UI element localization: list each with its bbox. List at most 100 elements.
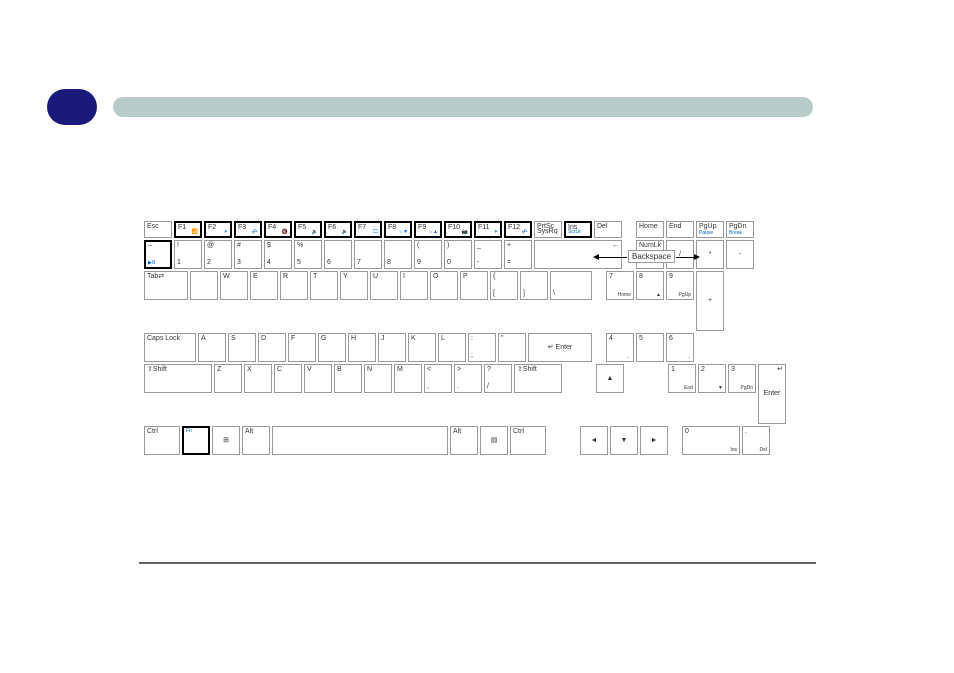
key: ⊞ bbox=[212, 426, 240, 455]
key: F4🔇 bbox=[264, 221, 292, 238]
key: %5 bbox=[294, 240, 322, 269]
key: !1 bbox=[174, 240, 202, 269]
key: InsScrLk bbox=[564, 221, 592, 238]
key: ⇧Shift bbox=[514, 364, 562, 393]
key: N bbox=[364, 364, 392, 393]
key: A bbox=[198, 333, 226, 362]
key: :; bbox=[468, 333, 496, 362]
key: O bbox=[430, 271, 458, 300]
key: ← bbox=[534, 240, 622, 269]
key: ↵Enter bbox=[758, 364, 786, 424]
key: ► bbox=[640, 426, 668, 455]
key: Ctrl bbox=[510, 426, 546, 455]
key: F10📷 bbox=[444, 221, 472, 238]
key: += bbox=[504, 240, 532, 269]
key: K bbox=[408, 333, 436, 362]
key: H bbox=[348, 333, 376, 362]
key: F8☼▼ bbox=[384, 221, 412, 238]
key: " bbox=[498, 333, 526, 362]
key bbox=[190, 271, 218, 300]
key: F1📶 bbox=[174, 221, 202, 238]
key: Del bbox=[594, 221, 622, 238]
key: X bbox=[244, 364, 272, 393]
key: Esc bbox=[144, 221, 172, 238]
header-pill bbox=[47, 89, 97, 125]
key: W bbox=[220, 271, 248, 300]
key: )0 bbox=[444, 240, 472, 269]
key: F5🔉 bbox=[294, 221, 322, 238]
key: Alt bbox=[242, 426, 270, 455]
key: Fn bbox=[182, 426, 210, 455]
key: Alt bbox=[450, 426, 478, 455]
key: F7🖵 bbox=[354, 221, 382, 238]
key: 3PgDn bbox=[728, 364, 756, 393]
key: #3 bbox=[234, 240, 262, 269]
key: Caps Lock bbox=[144, 333, 196, 362]
key: 8▲ bbox=[636, 271, 664, 300]
key: 6→ bbox=[666, 333, 694, 362]
key: ↵ Enter bbox=[528, 333, 592, 362]
key: 7 bbox=[354, 240, 382, 269]
key: End bbox=[666, 221, 694, 238]
key: ?/ bbox=[484, 364, 512, 393]
key: ▤ bbox=[480, 426, 508, 455]
key: @2 bbox=[204, 240, 232, 269]
arrow-line-right bbox=[676, 257, 694, 258]
key: \ bbox=[550, 271, 592, 300]
key: PgUpPause bbox=[696, 221, 724, 238]
key: (9 bbox=[414, 240, 442, 269]
key: .Del bbox=[742, 426, 770, 455]
key: Z bbox=[214, 364, 242, 393]
key: >. bbox=[454, 364, 482, 393]
key: 0Ins bbox=[682, 426, 740, 455]
key: _- bbox=[474, 240, 502, 269]
key: ⇧Shift bbox=[144, 364, 212, 393]
key: L bbox=[438, 333, 466, 362]
key: J bbox=[378, 333, 406, 362]
key: F9☼▲ bbox=[414, 221, 442, 238]
key: S bbox=[228, 333, 256, 362]
key: P bbox=[460, 271, 488, 300]
key: C bbox=[274, 364, 302, 393]
header-bar bbox=[113, 97, 813, 117]
key: I bbox=[400, 271, 428, 300]
key: {[ bbox=[490, 271, 518, 300]
key: 9PgUp bbox=[666, 271, 694, 300]
key: Tab⇄ bbox=[144, 271, 188, 300]
key: + bbox=[696, 271, 724, 331]
key: ~▶/‖ bbox=[144, 240, 172, 269]
key: ▲ bbox=[596, 364, 624, 393]
footer-divider bbox=[139, 562, 816, 564]
key: * bbox=[696, 240, 724, 269]
key: E bbox=[250, 271, 278, 300]
key: PgDnBreak bbox=[726, 221, 754, 238]
key: F11✈ bbox=[474, 221, 502, 238]
key: F bbox=[288, 333, 316, 362]
key: Y bbox=[340, 271, 368, 300]
key: ] bbox=[520, 271, 548, 300]
key: U bbox=[370, 271, 398, 300]
key: 1End bbox=[668, 364, 696, 393]
key: M bbox=[394, 364, 422, 393]
key: F2☀ bbox=[204, 221, 232, 238]
key: F12💤 bbox=[504, 221, 532, 238]
key: F6🔊 bbox=[324, 221, 352, 238]
key: Ctrl bbox=[144, 426, 180, 455]
key: 2▼ bbox=[698, 364, 726, 393]
key: F3💤 bbox=[234, 221, 262, 238]
arrow-line-left bbox=[599, 257, 627, 258]
key: 6 bbox=[324, 240, 352, 269]
arrow-head-left bbox=[593, 254, 599, 260]
key: ▼ bbox=[610, 426, 638, 455]
arrow-head-right bbox=[694, 254, 700, 260]
keyboard-diagram: EscF1📶F2☀F3💤F4🔇F5🔉F6🔊F7🖵F8☼▼F9☼▲F10📷F11✈… bbox=[144, 221, 800, 457]
key bbox=[272, 426, 448, 455]
key: 5 bbox=[636, 333, 664, 362]
key: V bbox=[304, 364, 332, 393]
key: 8 bbox=[384, 240, 412, 269]
key: PrtScSysRq bbox=[534, 221, 562, 238]
key: <, bbox=[424, 364, 452, 393]
key: Home bbox=[636, 221, 664, 238]
key: - bbox=[726, 240, 754, 269]
key: 7Home bbox=[606, 271, 634, 300]
